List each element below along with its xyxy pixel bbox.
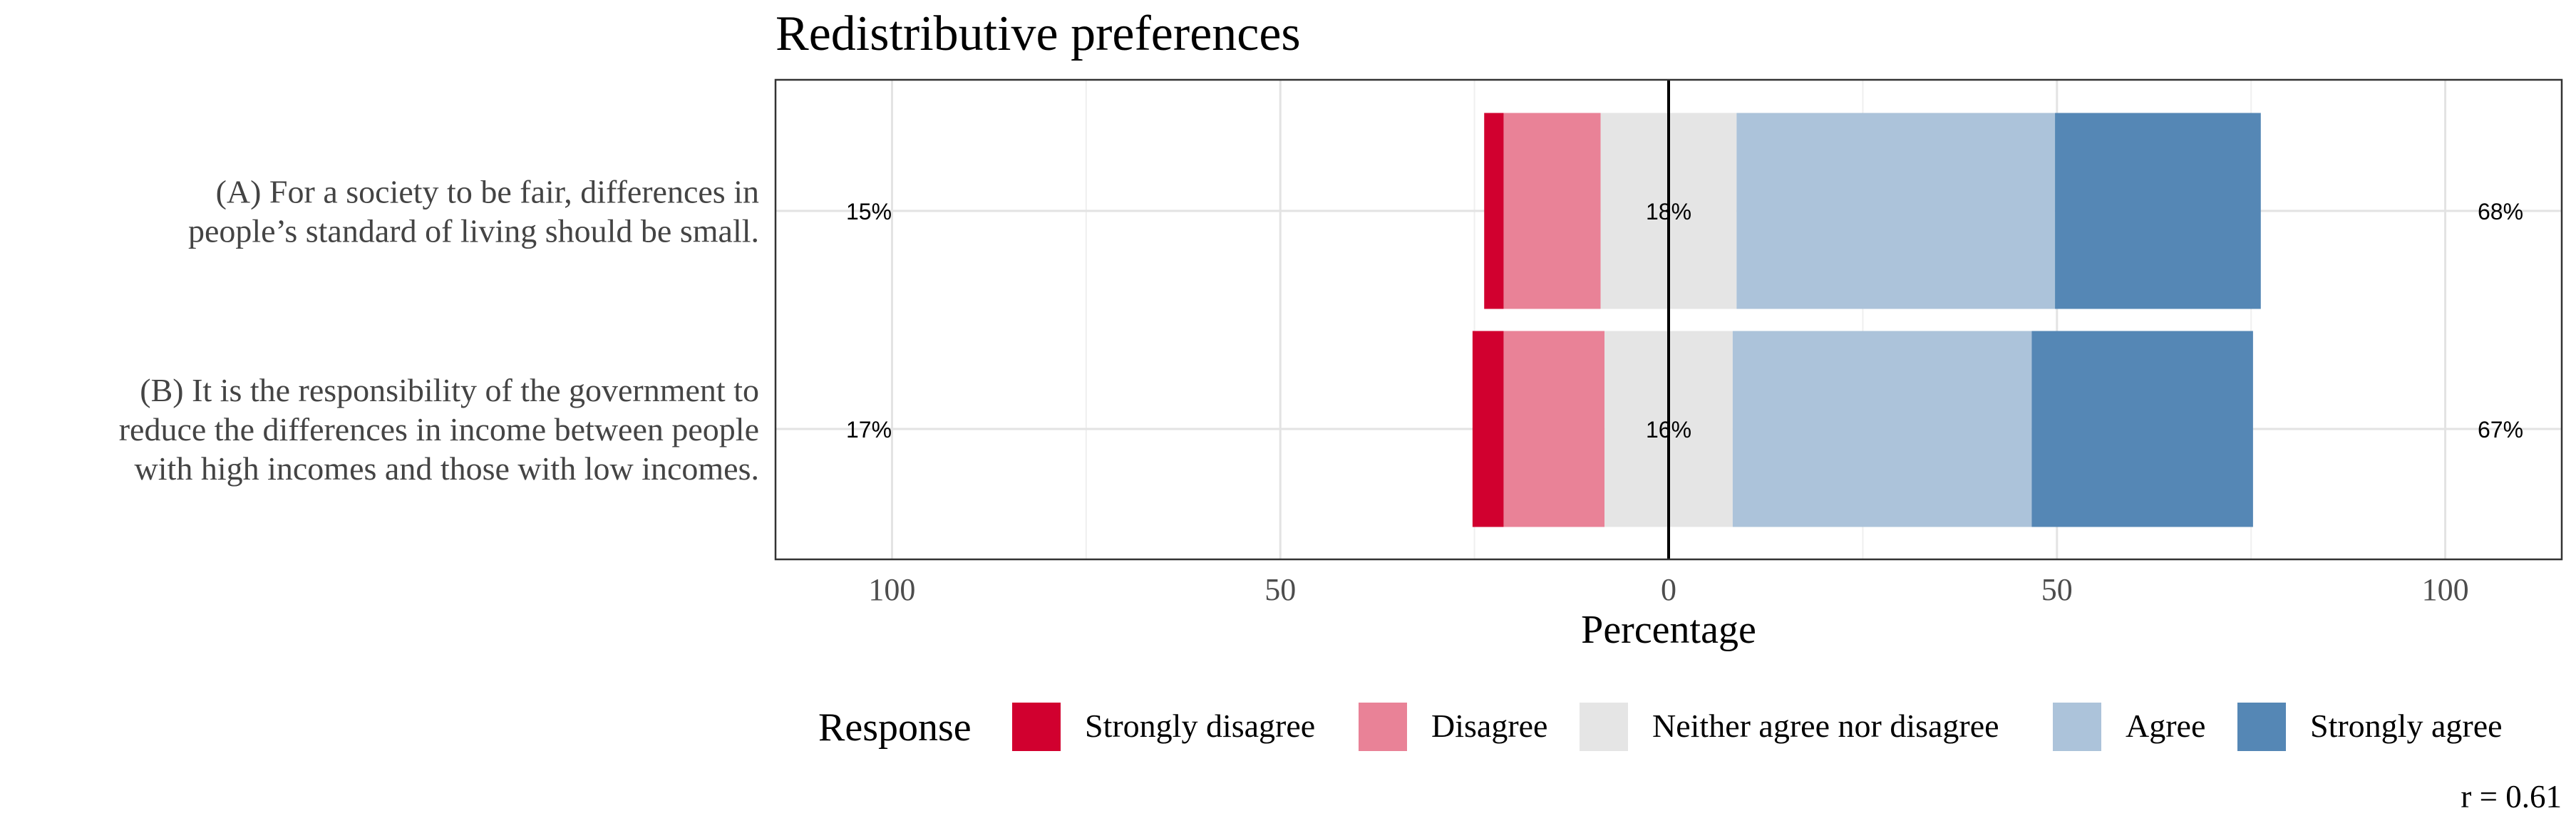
category-label-line: with high incomes and those with low inc… [135,450,759,487]
legend-key-agree [2053,703,2101,751]
legend-label-strongly-agree: Strongly agree [2310,708,2503,744]
x-tick-label: 100 [2422,572,2469,607]
bar-strongly-agree-row-1 [2055,113,2261,309]
category-label-line: reduce the differences in income between… [119,411,759,447]
x-axis-label: Percentage [1581,608,1756,652]
bar-strongly-agree-row-2 [2031,331,2253,527]
category-label-line: (A) For a society to be fair, difference… [216,174,759,210]
bar-agree-row-2 [1732,331,2032,527]
neutral-label-row-2: 16% [1646,417,1691,443]
disagree-total-label-row-1: 15% [846,199,892,224]
category-labels: (A) For a society to be fair, difference… [119,174,759,487]
bar-strongly-disagree-row-1 [1484,113,1504,309]
correlation-annotation: r = 0.61 [2461,779,2562,814]
legend-label-strongly-disagree: Strongly disagree [1085,708,1315,744]
agree-total-label-row-1: 68% [2478,199,2523,224]
legend-label-agree: Agree [2126,708,2205,744]
bar-disagree-row-1 [1503,113,1601,309]
category-label-row-1: (A) For a society to be fair, difference… [188,174,759,249]
bar-strongly-disagree-row-2 [1472,331,1504,527]
neutral-label-row-1: 18% [1646,199,1691,224]
legend-key-strongly-disagree [1012,703,1061,751]
legend-title: Response [818,705,972,750]
legend-key-neither-agree-nor-disagree [1580,703,1628,751]
legend-key-strongly-agree [2237,703,2286,751]
bar-agree-row-1 [1736,113,2056,309]
category-label-line: (B) It is the responsibility of the gove… [140,372,759,408]
x-tick-label: 50 [1264,572,1296,607]
value-labels: 15% 17% 18% 16% 68% 67% [846,199,2523,443]
chart-title: Redistributive preferences [776,6,1301,61]
panel-border [774,78,2563,561]
x-tick-label: 0 [1661,572,1676,607]
legend-label-neither-agree-nor-disagree: Neither agree nor disagree [1652,708,1999,744]
bars [1472,113,2261,527]
legend-label-disagree: Disagree [1431,708,1547,744]
disagree-total-label-row-2: 17% [846,417,892,443]
category-label-row-2: (B) It is the responsibility of the gove… [119,372,759,487]
x-tick-label: 100 [868,572,915,607]
legend-key-disagree [1359,703,1407,751]
x-tick-label: 50 [2041,572,2073,607]
category-label-line: people’s standard of living should be sm… [188,213,759,249]
legend: Response Strongly disagree Disagree Neithe… [818,703,2503,751]
legend-items: Strongly disagree Disagree Neither agree n… [1012,703,2503,751]
agree-total-label-row-2: 67% [2478,417,2523,443]
bar-disagree-row-2 [1503,331,1605,527]
x-tick-labels: 100 50 0 50 100 [868,572,2468,607]
